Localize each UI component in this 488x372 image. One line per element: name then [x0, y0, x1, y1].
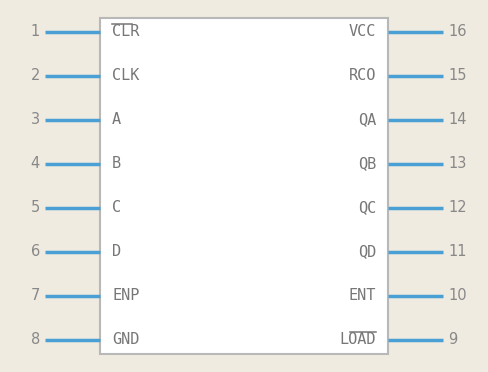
Text: C: C: [112, 201, 121, 215]
Text: 4: 4: [31, 157, 40, 171]
Text: 8: 8: [31, 333, 40, 347]
Text: RCO: RCO: [348, 68, 376, 83]
Text: 14: 14: [448, 112, 467, 128]
Text: GND: GND: [112, 333, 140, 347]
Text: 7: 7: [31, 289, 40, 304]
Text: 3: 3: [31, 112, 40, 128]
Text: A: A: [112, 112, 121, 128]
Text: ENT: ENT: [348, 289, 376, 304]
Text: 1: 1: [31, 25, 40, 39]
Text: LOAD: LOAD: [340, 333, 376, 347]
Text: 5: 5: [31, 201, 40, 215]
Text: 9: 9: [448, 333, 457, 347]
Text: CLK: CLK: [112, 68, 140, 83]
Text: ENP: ENP: [112, 289, 140, 304]
Text: 2: 2: [31, 68, 40, 83]
Text: 13: 13: [448, 157, 467, 171]
Text: QC: QC: [358, 201, 376, 215]
Text: VCC: VCC: [348, 25, 376, 39]
Text: 12: 12: [448, 201, 467, 215]
Text: 16: 16: [448, 25, 467, 39]
Text: D: D: [112, 244, 121, 260]
Text: 11: 11: [448, 244, 467, 260]
Text: 10: 10: [448, 289, 467, 304]
Text: QA: QA: [358, 112, 376, 128]
Text: 15: 15: [448, 68, 467, 83]
Bar: [100, 18, 388, 354]
Text: CLR: CLR: [112, 25, 140, 39]
Text: QB: QB: [358, 157, 376, 171]
Text: QD: QD: [358, 244, 376, 260]
Text: 6: 6: [31, 244, 40, 260]
Text: B: B: [112, 157, 121, 171]
